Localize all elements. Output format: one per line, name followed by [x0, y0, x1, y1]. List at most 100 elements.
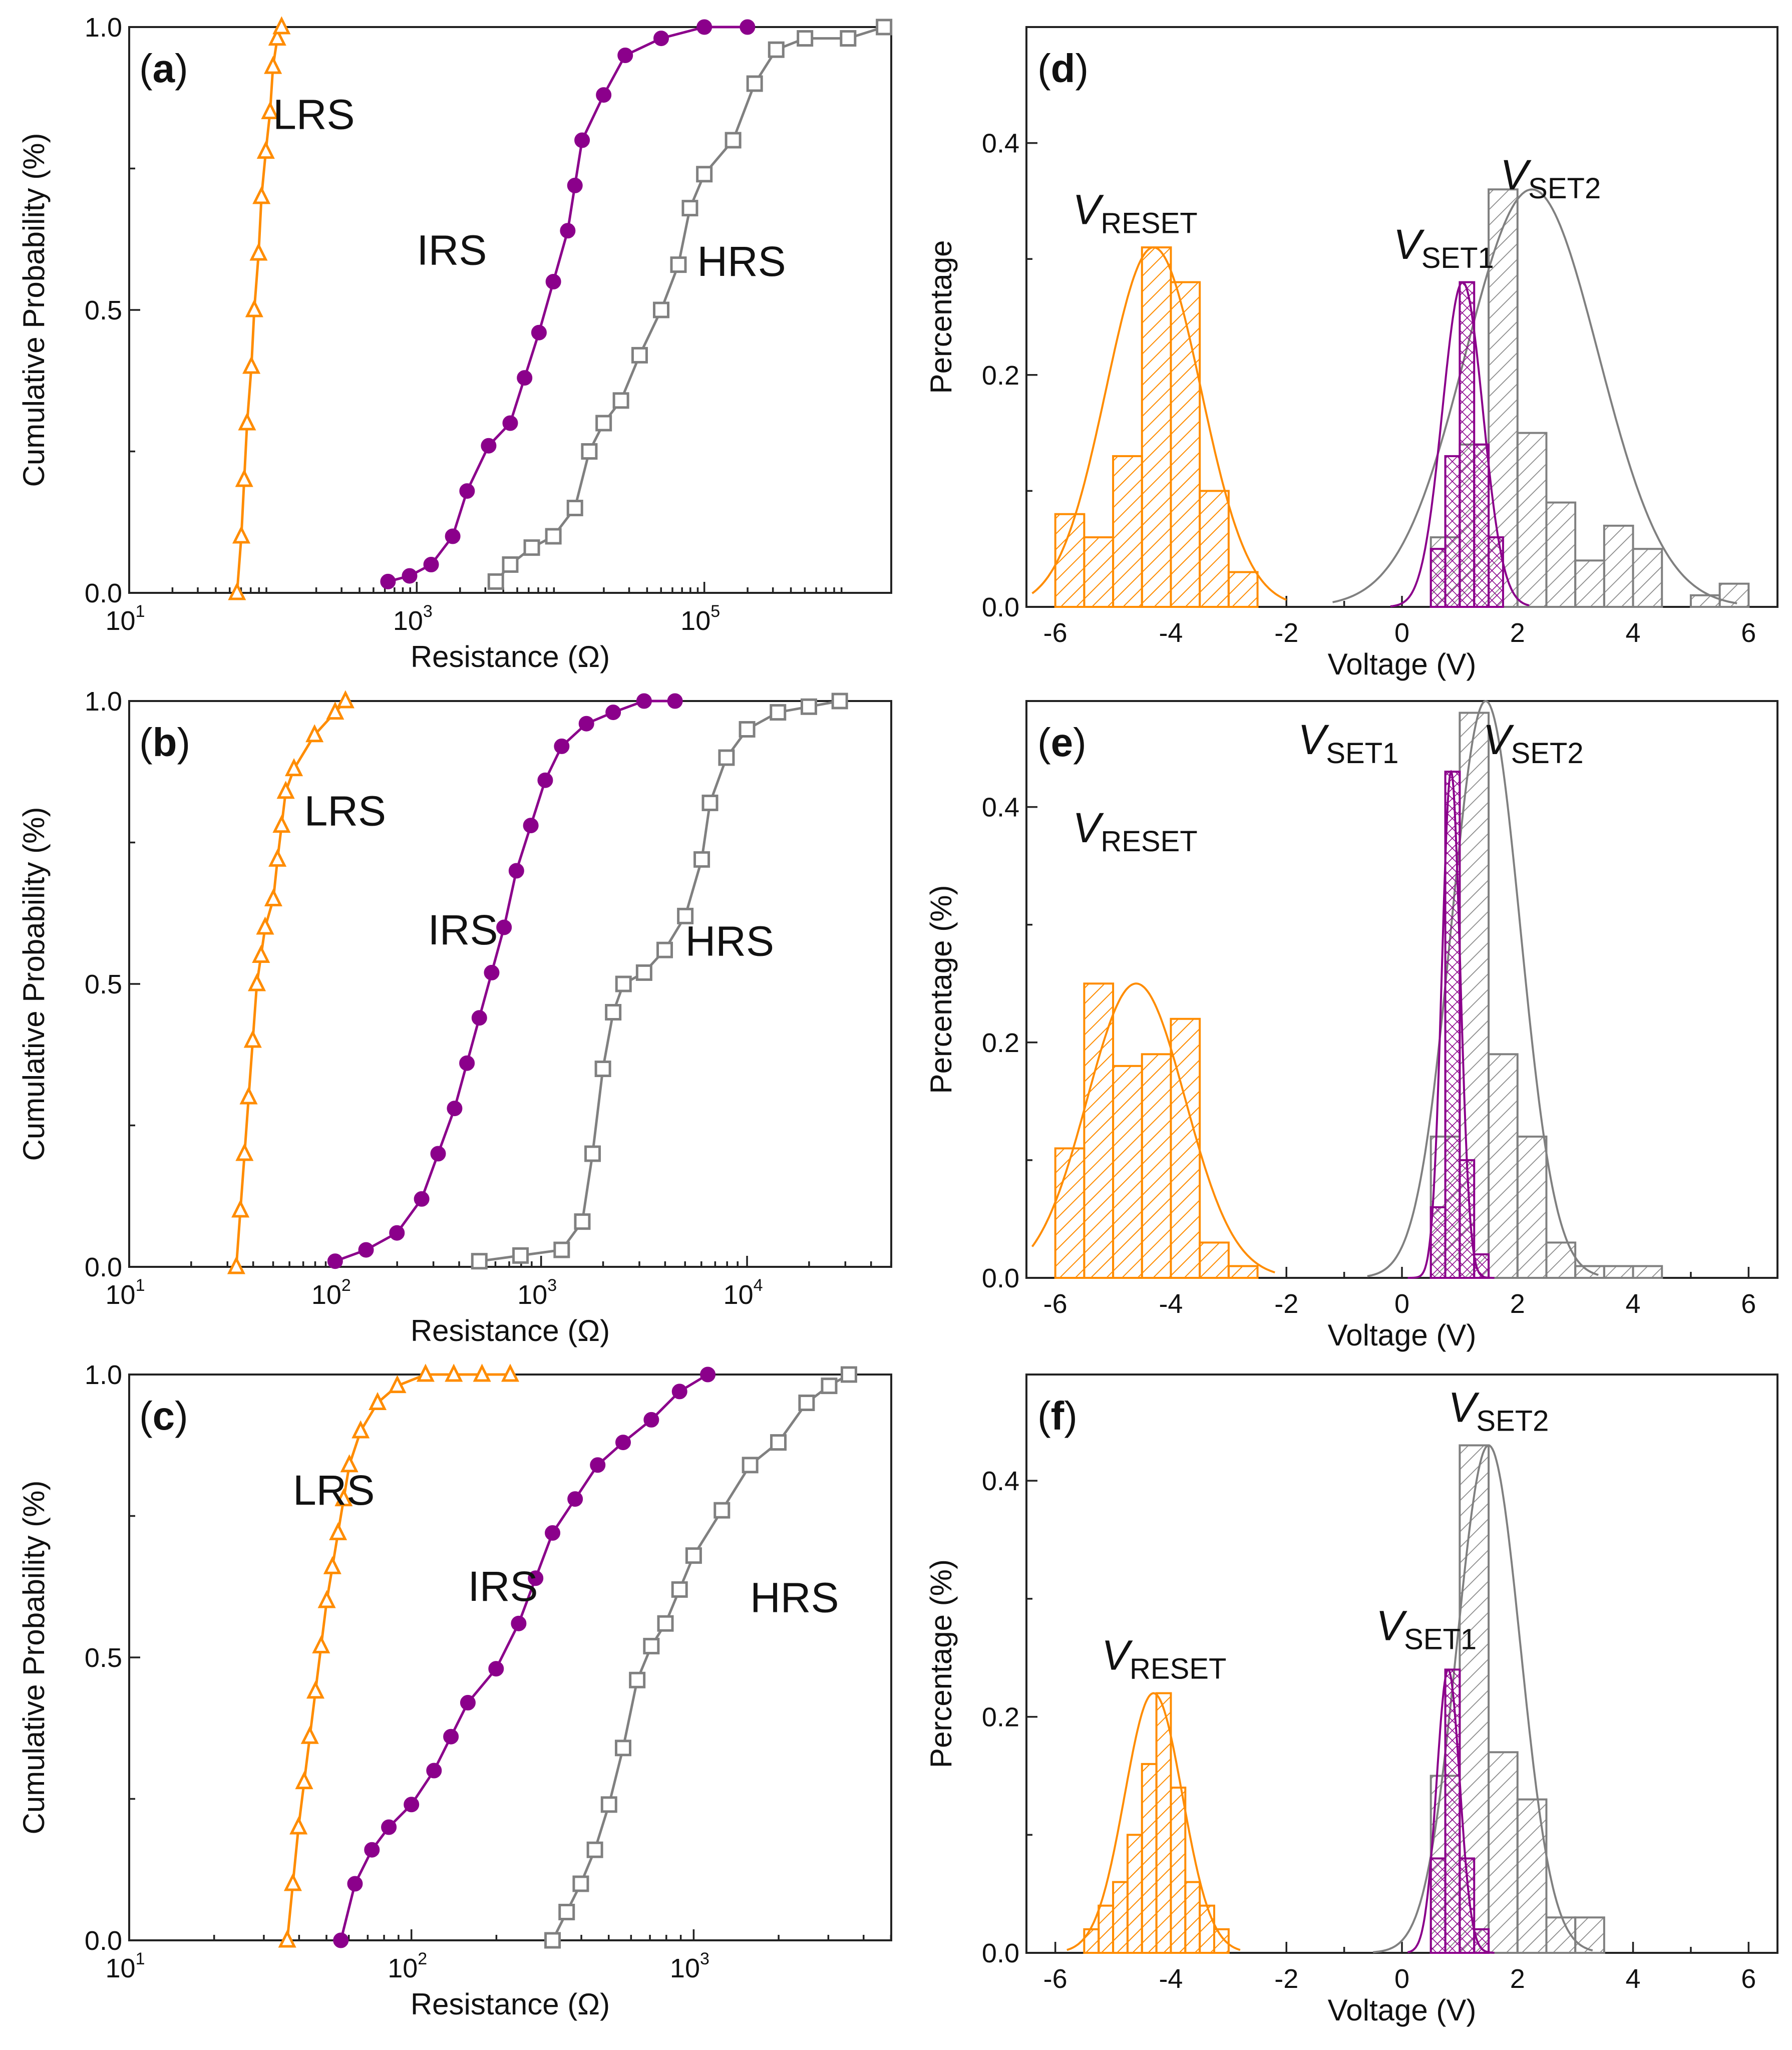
- data-point: [670, 256, 687, 273]
- gaussian-fit-curve: [1407, 1668, 1495, 1954]
- histogram-bar: [1574, 1916, 1605, 1954]
- series-irs: [333, 1366, 716, 1948]
- data-point: [340, 1454, 359, 1473]
- series-vset1: [1390, 281, 1530, 608]
- x-tick-label: -2: [1274, 1964, 1298, 1994]
- histogram-bar: [1603, 524, 1634, 608]
- histogram-bar: [1141, 246, 1172, 608]
- panel-d: 0.0 0.2 0.4 -6 -4 -2 0 2 4 6 Voltage (V) Percentage…: [924, 26, 1778, 681]
- data-point: [800, 698, 817, 715]
- data-point: [572, 1875, 589, 1892]
- series-annotation: IRS: [468, 1563, 538, 1610]
- data-point: [445, 1363, 463, 1382]
- data-point: [693, 851, 710, 868]
- annotation-symbol: V: [1072, 804, 1104, 851]
- data-point: [276, 781, 295, 799]
- panel-label-letter: c: [153, 1394, 175, 1438]
- gaussian-fit-curve: [1031, 246, 1287, 601]
- x-tick-base: 10: [106, 1280, 136, 1310]
- histogram-bar: [1141, 1763, 1158, 1954]
- annotation-symbol: V: [1298, 716, 1329, 763]
- x-axis-title: Voltage (V): [1328, 1318, 1477, 1352]
- data-point: [256, 141, 275, 159]
- histogram-bar: [1199, 1241, 1230, 1279]
- data-point: [768, 41, 785, 58]
- series-annotation: IRS: [417, 227, 487, 274]
- data-point: [388, 1375, 407, 1394]
- data-point: [242, 356, 261, 374]
- panel-label: (c): [139, 1394, 188, 1438]
- x-tick-label: -2: [1274, 618, 1298, 648]
- data-point: [596, 87, 612, 103]
- histogram-bar: [1126, 1834, 1143, 1954]
- x-tick-label: 4: [1626, 1964, 1641, 1994]
- series-line-irs: [388, 26, 748, 583]
- x-tick-label: -4: [1159, 618, 1183, 648]
- data-point: [545, 274, 561, 289]
- x-tick-label: 2: [1510, 1289, 1525, 1319]
- x-tick-label: 104: [724, 1276, 763, 1310]
- series-annotation: VSET2: [1448, 1384, 1549, 1437]
- data-point: [523, 818, 539, 834]
- series-annotation: VSET1: [1376, 1602, 1477, 1655]
- data-point: [380, 573, 396, 589]
- data-point: [336, 690, 354, 709]
- data-point: [537, 772, 553, 788]
- x-tick-exp: 5: [710, 602, 720, 621]
- data-point: [554, 738, 570, 754]
- data-point: [643, 1412, 659, 1428]
- histogram-bar: [1459, 281, 1476, 608]
- annotation-symbol: V: [1376, 1602, 1407, 1649]
- panel-label: (d): [1037, 46, 1089, 91]
- y-tick-label: 1.0: [85, 13, 122, 43]
- x-tick-label: -6: [1043, 1964, 1067, 1994]
- x-axis-title: Voltage (V): [1328, 647, 1477, 681]
- annotation-subscript: RESET: [1130, 1652, 1226, 1685]
- annotation-symbol: V: [1072, 186, 1104, 233]
- x-tick-label: 0: [1394, 1289, 1409, 1319]
- data-point: [617, 48, 633, 63]
- x-tick-label: -4: [1159, 1289, 1183, 1319]
- x-tick-base: 10: [724, 1280, 754, 1310]
- data-point: [567, 1491, 583, 1507]
- histogram-bar: [1083, 1928, 1100, 1954]
- data-point: [528, 1570, 544, 1586]
- x-tick-base: 10: [517, 1280, 547, 1310]
- series-annotation: VRESET: [1102, 1631, 1226, 1685]
- data-point: [278, 1929, 296, 1948]
- gaussian-fit-curve: [1407, 770, 1495, 1279]
- annotation-symbol: V: [1393, 221, 1425, 268]
- histogram-bar: [1603, 1265, 1634, 1279]
- series-line-hrs: [495, 26, 885, 583]
- data-point: [512, 1247, 529, 1264]
- data-point: [272, 815, 291, 833]
- panel-label-open: (: [139, 46, 153, 91]
- data-point: [594, 1061, 611, 1077]
- data-point: [473, 1363, 491, 1382]
- data-point: [739, 721, 756, 738]
- data-point: [657, 1615, 674, 1632]
- data-point: [487, 573, 504, 590]
- panel-label-open: (: [139, 1394, 153, 1438]
- histogram-bar: [1632, 548, 1663, 608]
- y-axis-title: Cumulative Probability (%): [17, 807, 51, 1161]
- y-tick-label: 1.0: [85, 1360, 122, 1390]
- y-tick-label: 0.5: [85, 295, 122, 325]
- data-point: [323, 1556, 341, 1574]
- data-point: [247, 973, 266, 991]
- histogram-bar: [1488, 1053, 1519, 1279]
- data-point: [459, 1055, 475, 1071]
- data-point: [545, 528, 562, 545]
- data-point: [605, 1004, 622, 1020]
- histogram-bar: [1054, 513, 1086, 608]
- data-point: [681, 200, 698, 217]
- series-line-lrs: [235, 700, 346, 1267]
- gaussian-fit-curve: [1373, 1444, 1593, 1953]
- x-tick-label: 105: [680, 602, 720, 636]
- gaussian-fit-curve: [1066, 1692, 1241, 1951]
- panel-label: (a): [139, 46, 188, 91]
- data-point: [471, 1010, 487, 1026]
- data-point: [553, 1241, 570, 1258]
